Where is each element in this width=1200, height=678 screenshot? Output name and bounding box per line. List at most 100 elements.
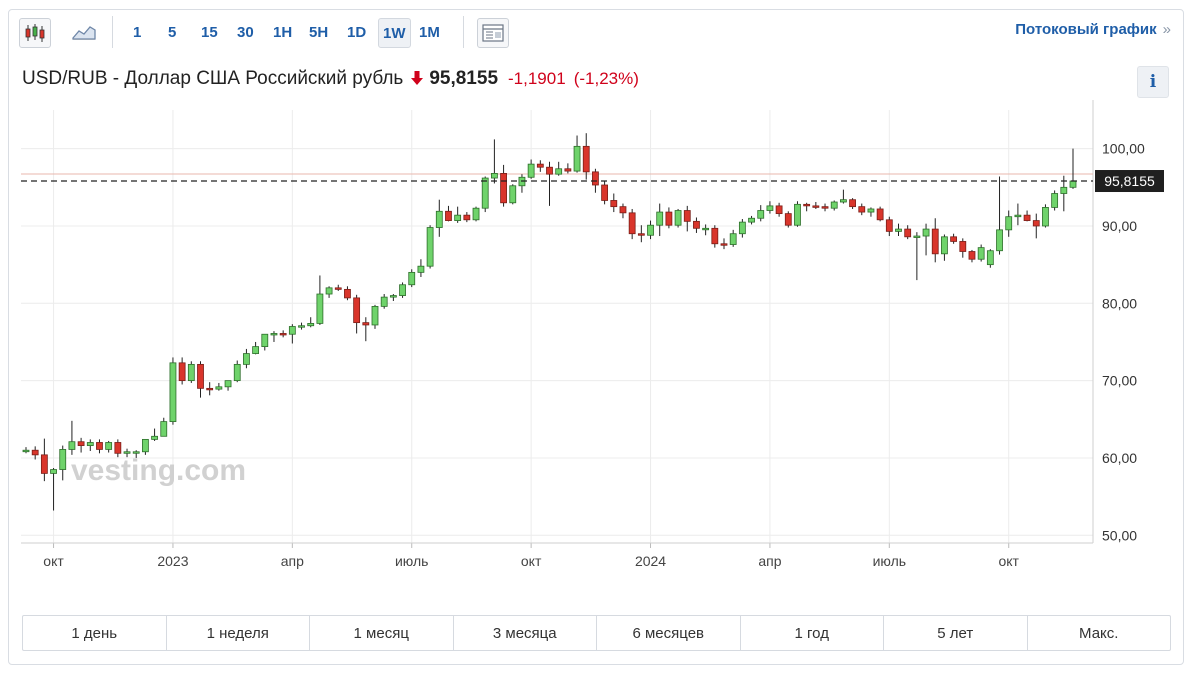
x-tick-label: апр [281, 553, 304, 569]
range-max-button[interactable]: Макс. [1079, 624, 1119, 642]
candle-body [40, 454, 48, 474]
interval-15-button[interactable]: 15 [201, 23, 218, 41]
candle-body [582, 145, 590, 173]
x-tick-label: 2024 [635, 553, 666, 569]
candle-body [849, 199, 856, 208]
candle-body [151, 435, 158, 440]
candle-body [950, 236, 958, 242]
candle-body [160, 421, 168, 437]
candle-body [729, 233, 737, 245]
candle-body [656, 211, 664, 226]
candle-body [334, 287, 342, 290]
candle-body [435, 210, 443, 228]
candle-body [399, 284, 406, 296]
last-price: 95,8155 [429, 68, 499, 89]
candle-body [141, 438, 149, 453]
candle-body [803, 203, 811, 207]
range-1-year-button[interactable]: 1 год [741, 616, 884, 650]
candle-body [959, 241, 967, 252]
range-1-month-button[interactable]: 1 месяц [310, 616, 454, 650]
candle-body [941, 236, 948, 255]
candle-body [206, 387, 214, 391]
interval-5-button[interactable]: 5 [168, 23, 177, 41]
x-tick-label: 2023 [157, 553, 188, 569]
double-chevron-icon: » [1162, 21, 1171, 38]
interval-1d-button[interactable]: 1D [347, 23, 367, 41]
candle-body [178, 362, 186, 382]
candle-body [922, 228, 930, 237]
candle-body [371, 305, 379, 326]
candle-body [720, 243, 728, 246]
area-chart-icon[interactable] [67, 18, 101, 46]
candle-body [693, 220, 700, 229]
candle-body [224, 380, 232, 388]
candle-body [50, 469, 57, 474]
x-tick-label: окт [998, 553, 1019, 569]
candle-body [1023, 214, 1031, 221]
chart-widget: 1 5 15 30 1H 5H 1D 1W 1M Потоковый графи… [8, 9, 1184, 665]
candle-body [702, 227, 710, 231]
candle-body [325, 287, 333, 295]
candle-body [481, 177, 489, 209]
interval-1w-button[interactable]: 1W [378, 18, 411, 48]
candle-body [977, 247, 985, 260]
candle-body [1032, 220, 1040, 227]
range-1-week-button[interactable]: 1 неделя [167, 616, 310, 650]
candle-body [307, 323, 315, 327]
interval-1h-button[interactable]: 1H [273, 23, 293, 41]
time-range-selector: 1 день 1 неделя 1 месяц 3 месяца 6 месяц… [22, 615, 1171, 651]
current-price-badge [1095, 170, 1164, 193]
candle-body [261, 333, 269, 348]
candle-body [454, 214, 462, 221]
candle-body [628, 212, 636, 235]
candle-body [408, 271, 416, 286]
candle-body [683, 210, 691, 222]
interval-1-button[interactable]: 1 [133, 23, 142, 41]
candle-body [105, 442, 113, 450]
candle-body [123, 451, 131, 454]
candle-body [858, 206, 866, 213]
instrument-header: USD/RUB - Доллар США Российский рубль 95… [22, 66, 639, 92]
layout-icon[interactable] [477, 18, 509, 48]
candle-body [59, 449, 67, 470]
candle-body [445, 210, 452, 221]
candlestick-chart-icon[interactable] [19, 18, 51, 48]
range-3-months-button[interactable]: 3 месяца [454, 616, 597, 650]
streaming-chart-link[interactable]: Потоковый график » [1015, 21, 1171, 38]
candle-body [748, 217, 755, 223]
candle-body [215, 386, 223, 390]
candle-body [986, 250, 994, 266]
candle-body [1060, 186, 1068, 194]
candle-body [830, 201, 838, 209]
interval-1m-button[interactable]: 1M [419, 23, 440, 41]
candle-body [996, 229, 1003, 252]
candle-body [500, 173, 507, 204]
info-button[interactable]: i [1137, 66, 1169, 98]
candle-body [96, 442, 103, 450]
watermark-text: vesting.com [71, 454, 246, 487]
interval-5h-button[interactable]: 5H [309, 23, 329, 41]
candle-body [619, 206, 627, 214]
candle-body [279, 333, 287, 336]
y-tick-label: 80,00 [1102, 295, 1137, 311]
interval-30-button[interactable]: 30 [237, 23, 254, 41]
candle-body [344, 288, 351, 299]
candle-body [22, 449, 30, 453]
candle-body [766, 205, 774, 211]
candle-body [132, 451, 140, 454]
candle-body [1014, 214, 1022, 218]
candle-body [904, 228, 912, 238]
candle-body [353, 297, 361, 324]
range-6-months-button[interactable]: 6 месяцев [597, 616, 741, 650]
chart-toolbar: 1 5 15 30 1H 5H 1D 1W 1M Потоковый графи… [9, 10, 1185, 54]
candle-body [610, 200, 618, 208]
range-5-years-button[interactable]: 5 лет [884, 616, 1028, 650]
candle-body [380, 296, 388, 307]
candle-body [243, 353, 250, 365]
candle-body [564, 168, 572, 172]
range-1-day-button[interactable]: 1 день [23, 616, 167, 650]
candle-body [885, 219, 893, 232]
candle-body [876, 208, 884, 221]
candle-body [573, 145, 581, 172]
candle-body [895, 228, 902, 232]
